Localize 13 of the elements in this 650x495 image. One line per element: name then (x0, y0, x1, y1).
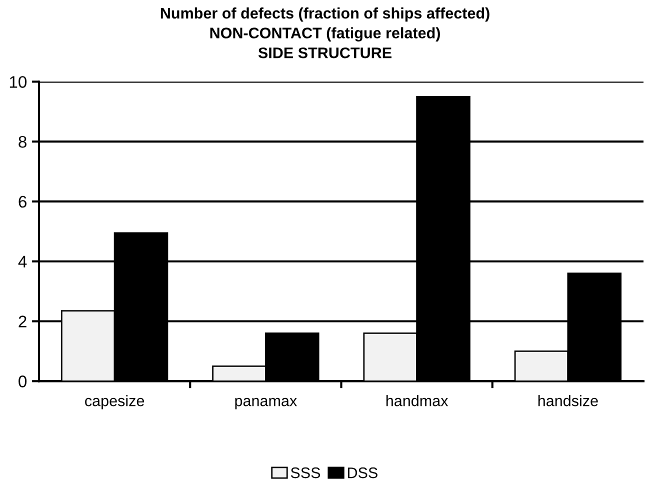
y-tick-label: 10 (10, 76, 27, 88)
y-tick-label: 8 (18, 136, 26, 148)
y-tick-label: 6 (18, 196, 26, 208)
chart-title: Number of defects (fraction of ships affected) NON-CONTACT (fatigue related) SIDE STRUCTURE (160, 7, 490, 58)
x-tick-label: handmax (386, 395, 448, 406)
y-tick-label: 0 (18, 376, 27, 388)
legend-label: SSS (290, 467, 320, 478)
x-tick-label: handsize (538, 395, 598, 406)
y-tick-label: 2 (18, 316, 26, 328)
x-tick-label: panamax (235, 398, 297, 410)
y-tick-label: 4 (18, 256, 27, 268)
legend-label: DSS (348, 467, 378, 478)
x-tick-label: capesize (85, 395, 144, 410)
